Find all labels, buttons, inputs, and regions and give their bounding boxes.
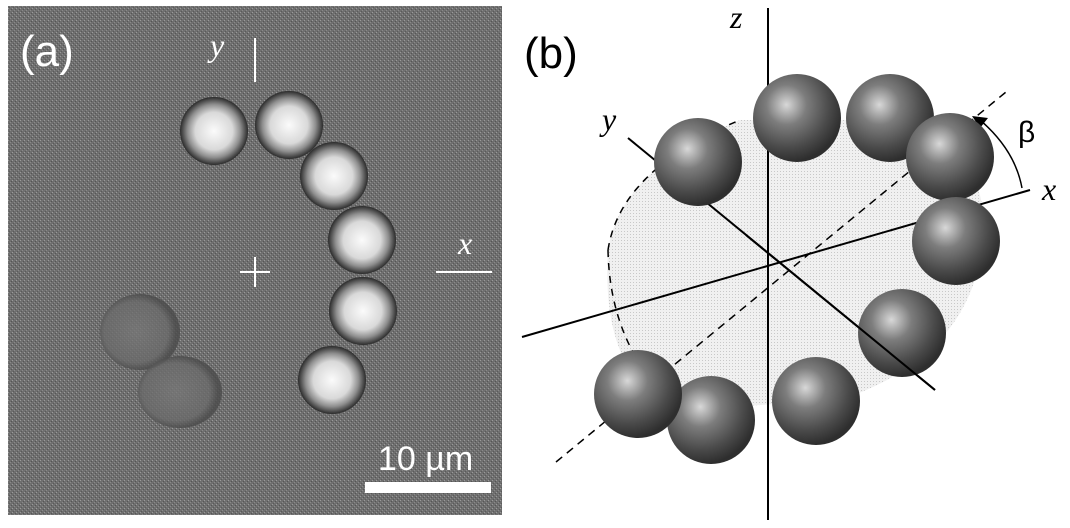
scale-bar [365, 482, 491, 493]
bead [300, 142, 368, 210]
sphere [753, 74, 841, 162]
panel-a-svg: y x (a) 10 µm [8, 6, 502, 515]
panel-a-microscope-image: y x (a) 10 µm [0, 0, 510, 523]
sphere [594, 350, 682, 438]
sphere [858, 289, 946, 377]
beta-arrowhead [972, 116, 988, 128]
sphere [654, 118, 742, 206]
sphere [667, 376, 755, 464]
y-axis-front [745, 234, 936, 391]
scale-bar-label: 10 µm [378, 440, 473, 478]
panel-b-schematic: (b) z x y β [510, 0, 1070, 523]
plane-edge-dashed [607, 119, 741, 251]
beta-label: β [1018, 116, 1035, 149]
z-axis-label: z [729, 0, 743, 35]
sphere [772, 357, 860, 445]
sphere [912, 197, 1000, 285]
bead [329, 277, 397, 345]
ghost-bead [138, 356, 222, 428]
ghost-bead [100, 294, 180, 370]
panel-a-label: (a) [20, 27, 74, 76]
panel-a-x-label: x [457, 225, 472, 261]
bead [298, 346, 366, 414]
panel-a-y-label: y [207, 27, 225, 63]
beta-arc [979, 119, 1023, 189]
sphere [906, 113, 994, 201]
x-axis-label: x [1041, 171, 1056, 207]
bead [180, 97, 248, 165]
panel-b-label: (b) [524, 29, 578, 78]
bead [255, 91, 323, 159]
y-axis-label: y [599, 101, 617, 137]
panel-b-svg: (b) z x y β [521, 0, 1056, 520]
bead [328, 206, 396, 274]
